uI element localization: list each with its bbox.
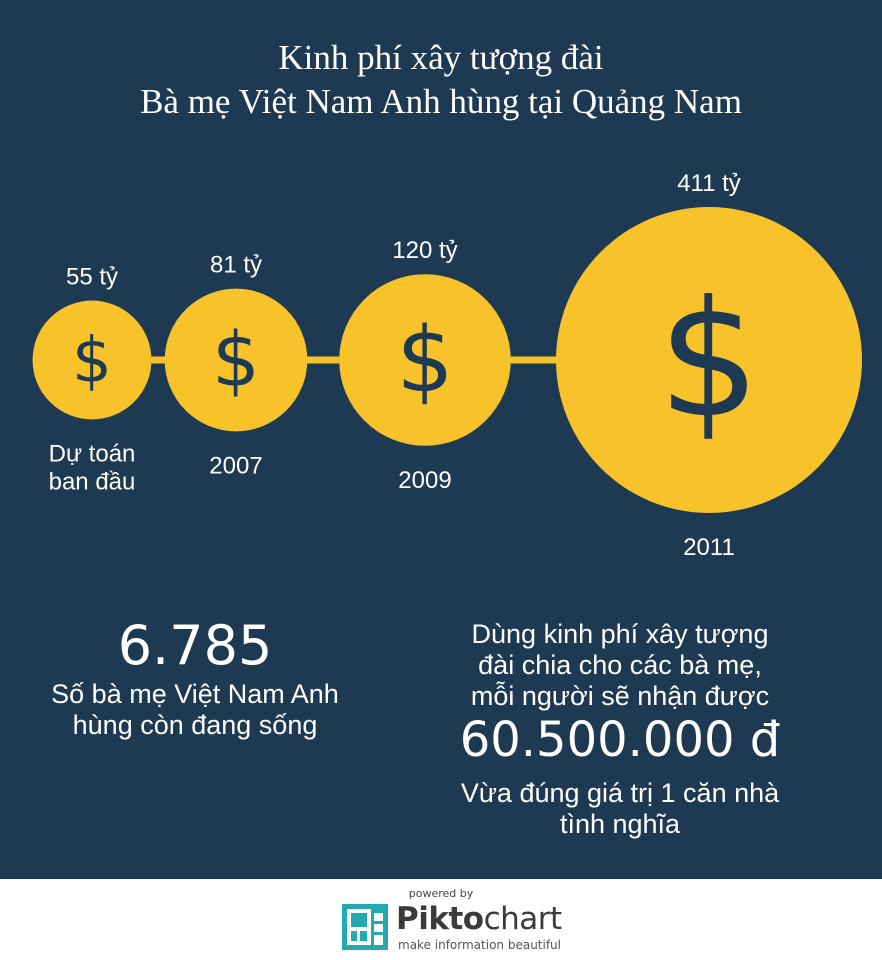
mothers-caption-line-2: hùng còn đang sống: [72, 710, 318, 740]
title: Kinh phí xây tượng đài Bà mẹ Việt Nam An…: [0, 36, 882, 124]
per-mother-amount: 60.500.000 đ: [459, 712, 781, 768]
value-label: 411 tỷ: [677, 170, 741, 197]
piktochart-brand: Piktochart: [396, 901, 562, 937]
category-label: 2011: [683, 534, 735, 561]
mothers-caption: Số bà mẹ Việt Nam Anh hùng còn đang sống: [30, 679, 360, 741]
per-mother-intro: Dùng kinh phí xây tượng đài chia cho các…: [430, 619, 810, 712]
coin-circle: [339, 274, 511, 446]
coin-circle: [32, 300, 152, 420]
category-label: ban đầu: [49, 468, 136, 495]
category-label: Dự toán: [49, 440, 136, 467]
per-mother-note: Vừa đúng giá trị 1 căn nhà tình nghĩa: [430, 778, 810, 840]
brand-part-1: Pikto: [396, 901, 484, 937]
footer: powered by Piktochart make information b…: [0, 879, 882, 960]
coin-circle: [556, 207, 862, 513]
per-mother-intro-line-1: Dùng kinh phí xây tượng: [471, 619, 769, 649]
dollar-icon: $: [396, 308, 453, 413]
value-label: 81 tỷ: [210, 252, 262, 279]
value-label: 55 tỷ: [66, 264, 118, 291]
coin-2: $120 tỷ 2009: [339, 237, 511, 494]
per-mother-intro-line-3: mỗi người sẽ nhận được: [470, 681, 770, 711]
per-mother-note-line-2: tình nghĩa: [559, 809, 681, 839]
category-label: 2007: [209, 452, 262, 479]
infographic: Kinh phí xây tượng đài Bà mẹ Việt Nam An…: [0, 0, 882, 879]
mothers-count: 6.785: [117, 614, 273, 677]
coin-circle: [164, 288, 308, 432]
title-line-1: Kinh phí xây tượng đài: [278, 38, 604, 77]
per-mother-note-line-1: Vừa đúng giá trị 1 căn nhà: [460, 778, 780, 808]
category-label: 2009: [398, 467, 451, 494]
piktochart-tagline: make information beautiful: [398, 938, 561, 952]
piktochart-logo-icon: [342, 904, 388, 950]
mothers-caption-line-1: Số bà mẹ Việt Nam Anh: [51, 679, 339, 709]
brand-part-2: chart: [483, 901, 563, 937]
dollar-icon: $: [72, 323, 112, 396]
dollar-icon: $: [212, 316, 260, 404]
dollar-icon: $: [658, 266, 760, 453]
powered-by-text: powered by: [408, 887, 474, 900]
coin-3: $411 tỷ 2011: [556, 170, 862, 561]
per-mother-intro-line-2: đài chia cho các bà mẹ,: [478, 650, 762, 680]
title-line-2: Bà mẹ Việt Nam Anh hùng tại Quảng Nam: [140, 82, 742, 121]
value-label: 120 tỷ: [392, 237, 457, 264]
coin-1: $81 tỷ 2007: [164, 252, 308, 479]
